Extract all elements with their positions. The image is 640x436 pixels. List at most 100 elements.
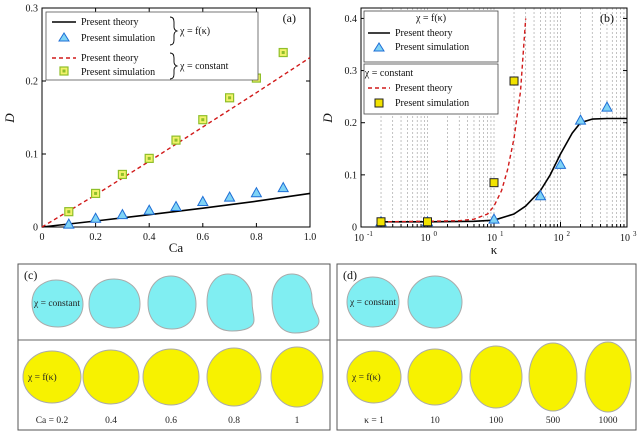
chart-b-series-1-point bbox=[488, 213, 500, 224]
chart-b-ytick-label: 0.4 bbox=[345, 14, 358, 25]
chart-a-legend-box bbox=[45, 11, 259, 81]
chart-b-xtick-label: 10 bbox=[554, 233, 564, 244]
drop-c-const-2 bbox=[88, 278, 141, 329]
chart-a-series-3-point-dot bbox=[120, 172, 124, 176]
legend-b-theory-f-label: Present theory bbox=[395, 28, 453, 39]
legend-a-sim-c-label: Present simulation bbox=[81, 67, 155, 78]
panel-c-bottom-label-3: 0.6 bbox=[165, 416, 177, 426]
chart-b-xtick-label: 10 bbox=[354, 233, 364, 244]
chart-a-series-1-point bbox=[89, 212, 102, 223]
panel-d-row2-label: χ = f(κ) bbox=[351, 372, 381, 383]
chart-b-ylabel: D bbox=[320, 113, 335, 124]
legend-a-sim-f-label: Present simulation bbox=[81, 33, 155, 44]
chart-a-series-0-line bbox=[41, 192, 311, 228]
chart-a-series-3-point-dot bbox=[67, 210, 71, 214]
panel-c-bottom-label-2: 0.4 bbox=[105, 416, 117, 426]
legend-a-brace-2 bbox=[169, 52, 179, 80]
chart-a-series-3-point-dot bbox=[174, 138, 178, 142]
chart-a-xlabel: Ca bbox=[169, 240, 184, 255]
chart-a-series-1-point bbox=[170, 200, 182, 212]
chart-b-xtick-exponent: 2 bbox=[567, 230, 571, 238]
chart-b-series-3-point bbox=[423, 217, 432, 227]
panel-c-row2-label: χ = f(κ) bbox=[27, 372, 57, 383]
legend-a-brace-1 bbox=[169, 16, 179, 46]
drop-d-const-2 bbox=[407, 275, 463, 329]
drop-d-fk-5 bbox=[584, 341, 632, 413]
panel-c-row1-label: χ = constant bbox=[33, 299, 80, 309]
panel-d-bottom-label-2: 10 bbox=[430, 416, 440, 426]
chart-b-ytick-label: 0.3 bbox=[345, 66, 358, 77]
chart-a-legend: Present theory Present simulation χ = f(… bbox=[45, 11, 259, 81]
chart-b-series-3-point bbox=[489, 178, 499, 188]
panel-c-bottom-label-4: 0.8 bbox=[228, 416, 240, 426]
chart-a-series-1-point bbox=[250, 186, 263, 198]
legend-a-sim-c-swatch-dot bbox=[62, 69, 66, 73]
chart-b-series-1-point bbox=[601, 101, 613, 112]
legend-b-sim-c-label: Present simulation bbox=[395, 98, 469, 109]
legend-a-group-c-label: χ = constant bbox=[179, 61, 229, 72]
chart-a-ylabel: D bbox=[2, 113, 17, 124]
chart-b-xtick-exponent: 3 bbox=[633, 230, 637, 238]
drop-d-fk-2 bbox=[407, 348, 463, 406]
legend-b-sim-c-swatch bbox=[374, 98, 384, 108]
chart-b-xtick-exponent: 1 bbox=[500, 230, 504, 238]
chart-a-series-1-point bbox=[62, 218, 75, 229]
chart-a-xtick-label: 0.8 bbox=[250, 232, 263, 243]
chart-b-legend: χ = f(κ) Present theory Present simulati… bbox=[363, 10, 499, 115]
chart-a-xtick-label: 0.6 bbox=[197, 232, 210, 243]
chart-b-series-3-point bbox=[376, 217, 386, 227]
chart-a-series-3-point-dot bbox=[228, 96, 232, 100]
chart-a-series-1-point bbox=[223, 191, 236, 202]
chart-a-series-1-point bbox=[277, 181, 290, 193]
chart-b-xtick-label: 10 bbox=[421, 233, 431, 244]
panel-d-bottom-label-1: κ = 1 bbox=[364, 416, 384, 426]
drop-c-fk-2 bbox=[82, 349, 140, 405]
drop-c-fk-4 bbox=[206, 347, 262, 407]
chart-a-xtick-label: 0 bbox=[40, 232, 45, 243]
chart-a: 0 0.2 0.4 0.6 0.8 1.0 0 0.1 0.2 0.3 Ca D (a) Pre… bbox=[2, 4, 316, 256]
panel-c: (c) χ = constant χ = f(κ) Ca = 0.2 0.4 0… bbox=[17, 263, 331, 431]
chart-b-xtick-exponent: -1 bbox=[367, 230, 373, 238]
chart-a-ytick-label: 0.2 bbox=[26, 77, 39, 88]
drop-c-fk-5 bbox=[270, 346, 324, 408]
legend-b-sim-f-swatch bbox=[373, 42, 385, 52]
chart-b-series-1-point bbox=[554, 158, 567, 169]
panel-d-row1-label: χ = constant bbox=[349, 298, 396, 308]
panel-d-tag: (d) bbox=[343, 268, 357, 282]
chart-a-series-3-point-dot bbox=[147, 156, 151, 160]
chart-b-series-1-point bbox=[534, 189, 547, 201]
chart-a-series-1-point bbox=[116, 208, 129, 220]
drop-c-const-3 bbox=[147, 275, 197, 330]
chart-b-series-0-line bbox=[381, 117, 627, 223]
legend-a-group-f-label: χ = f(κ) bbox=[179, 26, 210, 37]
drop-d-const-1 bbox=[346, 276, 400, 328]
panel-d-bottom-label-4: 500 bbox=[546, 416, 561, 426]
chart-b-ytick-label: 0.1 bbox=[345, 170, 358, 181]
chart-b-series-3-point bbox=[509, 76, 519, 86]
panel-c-bottom-label-1: Ca = 0.2 bbox=[36, 416, 69, 426]
chart-a-ytick-label: 0.1 bbox=[26, 150, 39, 161]
chart-b-xtick-exponent: 0 bbox=[434, 230, 438, 238]
chart-a-xtick-label: 0.2 bbox=[89, 232, 102, 243]
drop-d-fk-4 bbox=[528, 342, 578, 412]
chart-a-series-3-point-dot bbox=[281, 51, 285, 55]
chart-a-series-3-point-dot bbox=[94, 191, 98, 195]
chart-a-frame bbox=[41, 7, 311, 228]
legend-b-sim-f-label: Present simulation bbox=[395, 42, 469, 53]
chart-b-xlabel: κ bbox=[491, 242, 498, 257]
panel-d-bottom-label-5: 1000 bbox=[599, 416, 618, 426]
drop-c-const-1 bbox=[31, 279, 84, 328]
legend-b-group-c-title: χ = constant bbox=[364, 68, 414, 79]
chart-b-legend-box-1 bbox=[363, 10, 499, 63]
chart-b-series-1-point bbox=[574, 114, 587, 125]
chart-a-xtick-label: 0.4 bbox=[143, 232, 156, 243]
panel-d: (d) χ = constant χ = f(κ) κ = 1 10 100 5… bbox=[336, 263, 637, 431]
drop-c-fk-1 bbox=[22, 350, 82, 404]
panel-d-bottom-label-3: 100 bbox=[489, 416, 504, 426]
drop-c-const-4 bbox=[206, 273, 255, 332]
chart-b-legend-box-2 bbox=[363, 63, 499, 115]
drop-d-fk-1 bbox=[346, 350, 402, 404]
legend-b-group-f-title: χ = f(κ) bbox=[415, 13, 446, 24]
drop-d-fk-3 bbox=[469, 345, 523, 409]
chart-a-series-3-point-dot bbox=[201, 118, 205, 122]
